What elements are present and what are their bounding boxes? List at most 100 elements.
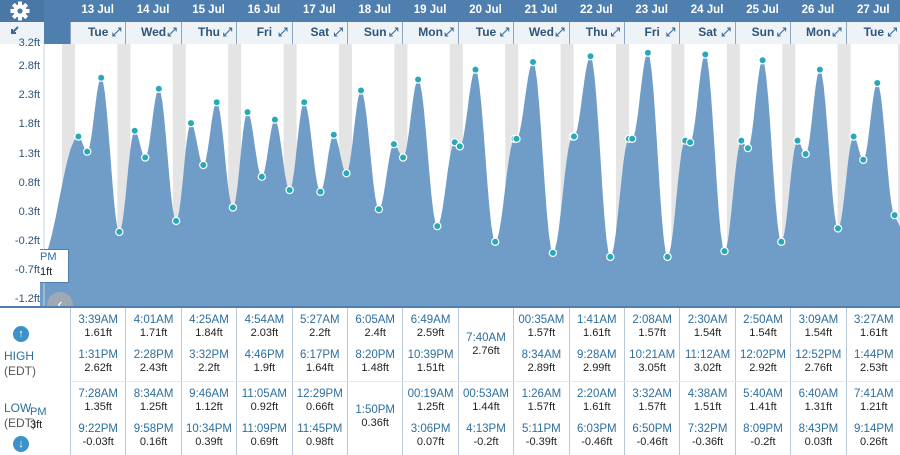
tide-time: 11:45PM: [297, 423, 343, 435]
arrow-up-icon[interactable]: ↑: [13, 326, 29, 342]
tide-height: 1.54ft: [804, 327, 833, 339]
partial-tide-height: 1ft: [40, 266, 53, 278]
tide-cell: 9:46AM 1.12ft 10:34PM 0.39ft: [182, 388, 236, 449]
tide-point: [685, 138, 695, 147]
y-tick-label: -1.2ft: [14, 293, 40, 305]
tide-chart-svg: [40, 44, 900, 307]
tide-height: 1.54ft: [749, 327, 777, 339]
expand-icon[interactable]: ⤢: [277, 25, 288, 39]
day-tab-8[interactable]: Wed ⤢: [513, 22, 569, 44]
tide-time: 8:20PM: [355, 349, 396, 361]
table-column: 3:09AM 1.54ft 12:52PM 2.76ft 6:40AM 1.31ft 8:4…: [790, 308, 845, 455]
tide-point: [849, 132, 858, 141]
tide-time: 6:50PM: [632, 423, 673, 435]
y-tick-label: 2.3ft: [18, 89, 40, 102]
tide-point: [270, 115, 280, 124]
tide-cell: 11:05AM 0.92ft 11:09PM 0.69ft: [237, 388, 291, 449]
tide-height: 2.76ft: [472, 345, 500, 357]
day-date-0: 13 Jul: [81, 4, 114, 16]
expand-icon[interactable]: ⤢: [610, 25, 620, 39]
tide-point: [793, 136, 802, 145]
tide-height: 1.61ft: [860, 327, 888, 339]
tide-time: 4:13PM: [466, 423, 506, 435]
tide-height: 2.92ft: [749, 362, 777, 374]
tide-point: [528, 57, 538, 67]
table-column: 4:25AM 1.84ft 3:32PM 2.2ft 9:46AM 1.12ft 10:34…: [180, 308, 236, 455]
tide-height: 2.2ft: [309, 327, 331, 339]
table-column: 2:08AM 1.57ft 10:21AM 3.05ft 3:32AM 1.57ft 6:5…: [624, 308, 679, 455]
expand-icon[interactable]: ⤢: [111, 25, 122, 39]
day-tab-0[interactable]: Tue ⤢: [70, 22, 126, 44]
day-tab-11[interactable]: Sat ⤢: [679, 22, 735, 44]
tide-time: 3:27AM: [853, 314, 894, 326]
tide-point: [491, 237, 500, 246]
expand-icon[interactable]: ⤢: [831, 25, 842, 39]
tide-height: 3.02ft: [693, 362, 722, 374]
tide-cell: 8:34AM 1.25ft 9:58PM 0.16ft: [126, 388, 180, 449]
tide-time: 6:40AM: [798, 388, 839, 400]
tide-point: [815, 65, 825, 74]
day-weekday: Tue: [863, 25, 885, 39]
day-tab-1[interactable]: Wed ⤢: [125, 22, 181, 44]
day-tab-13[interactable]: Mon ⤢: [790, 22, 846, 44]
tide-time: 2:50AM: [743, 314, 783, 326]
tide-time: 7:40AM: [466, 332, 506, 344]
expand-icon[interactable]: ⤢: [388, 25, 399, 39]
tide-height: -0.2ft: [750, 436, 776, 448]
expand-icon[interactable]: ⤢: [333, 25, 343, 39]
expand-icon[interactable]: ⤢: [887, 25, 897, 39]
day-tab-2[interactable]: Thu ⤢: [180, 22, 237, 44]
day-tab-3[interactable]: Fri ⤢: [236, 22, 292, 44]
tide-height: 1.64ft: [306, 362, 334, 374]
tide-point: [154, 84, 163, 94]
day-date-5: 18 Jul: [358, 4, 391, 16]
day-tab-12[interactable]: Sun ⤢: [734, 22, 791, 44]
y-tick-label: -0.7ft: [14, 263, 40, 276]
tide-point: [329, 130, 338, 140]
day-tab-14[interactable]: Tue ⤢: [845, 22, 900, 44]
tide-height: 1.57ft: [527, 327, 556, 339]
row-divider: [70, 381, 900, 382]
tide-point: [873, 78, 882, 88]
expand-icon[interactable]: ⤢: [776, 25, 787, 39]
expand-icon[interactable]: ⤢: [222, 25, 233, 39]
day-weekday: Thu: [585, 25, 608, 39]
tide-chart: 3.2ft 2.8ft 2.3ft 1.8ft 1.3ft 0.8ft 0.3ft -0.2f…: [0, 37, 900, 307]
tide-cell: 2:08AM 1.57ft 10:21AM 3.05ft: [625, 314, 679, 375]
expand-icon[interactable]: ⤢: [167, 25, 177, 39]
tide-point: [243, 107, 252, 117]
settings-button[interactable]: [0, 0, 44, 44]
low-tz: (EDT): [4, 416, 36, 430]
tide-point: [737, 136, 746, 145]
tide-point: [890, 210, 899, 220]
tide-point: [82, 147, 92, 156]
arrow-down-icon[interactable]: ↓: [13, 436, 29, 452]
tide-cell: 00:53AM 1.44ft 4:13PM -0.2ft: [459, 388, 513, 449]
tide-time: 6:17PM: [299, 349, 340, 361]
tide-point: [606, 252, 615, 262]
day-tab-9[interactable]: Thu ⤢: [568, 22, 624, 44]
expand-icon[interactable]: ⤢: [444, 25, 454, 39]
tide-time: 9:28AM: [576, 349, 617, 361]
tide-point: [398, 153, 408, 162]
day-tab-4[interactable]: Sat ⤢: [291, 22, 347, 44]
expand-icon[interactable]: ⤢: [499, 25, 510, 39]
tide-height: 1.21ft: [860, 401, 888, 413]
tide-height: -0.46ft: [581, 436, 613, 448]
expand-icon[interactable]: ⤢: [721, 25, 731, 39]
day-weekday: Sat: [698, 25, 717, 39]
day-tab-5[interactable]: Sun ⤢: [347, 22, 403, 44]
tide-height: 0.98ft: [306, 436, 334, 448]
tide-point: [342, 168, 351, 178]
day-tab-6[interactable]: Mon ⤢: [402, 22, 458, 44]
expand-icon[interactable]: ⤢: [554, 25, 565, 39]
expand-icon[interactable]: ⤢: [665, 25, 676, 39]
tide-height: 0.66ft: [306, 401, 334, 413]
day-tab-7[interactable]: Tue ⤢: [457, 22, 514, 44]
tide-time: 10:39PM: [407, 349, 454, 361]
tide-time: 6:49AM: [410, 314, 451, 326]
day-weekday: Mon: [806, 25, 831, 39]
day-tab-10[interactable]: Fri ⤢: [624, 22, 680, 44]
day-date-1: 14 Jul: [136, 4, 170, 16]
tide-height: 0.03ft: [804, 436, 833, 448]
